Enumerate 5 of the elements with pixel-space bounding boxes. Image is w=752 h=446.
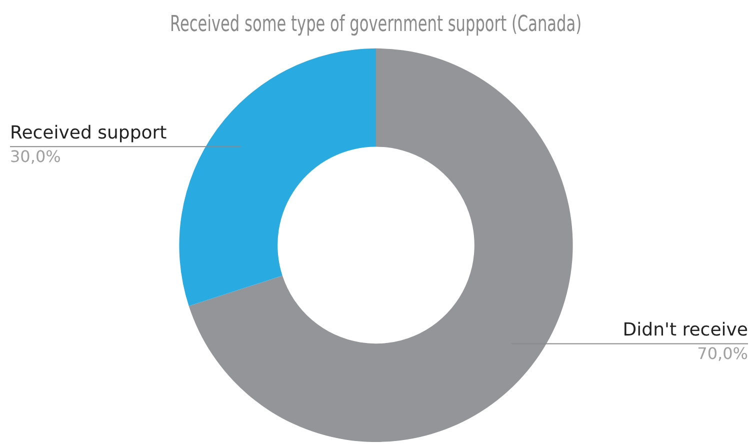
slice-label: Didn't receive [622,319,748,340]
chart-title: Received some type of government support (Canada) [170,11,582,37]
slice-label: Received support [10,122,167,144]
data-label: 70,0% [697,344,748,363]
data-label: 30,0% [10,146,61,166]
